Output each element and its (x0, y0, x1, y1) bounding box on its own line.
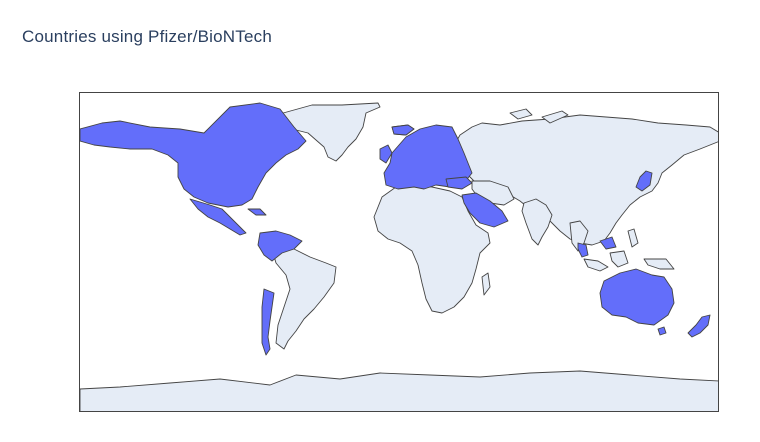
madagascar[interactable] (481, 272, 491, 296)
southeast-asia[interactable] (569, 220, 589, 252)
chart-title: Countries using Pfizer/BioNTech (22, 27, 272, 46)
country-caribbean[interactable] (247, 208, 267, 216)
country-colombia-venezuela[interactable] (257, 230, 303, 262)
country-tasmania[interactable] (657, 326, 667, 336)
country-malaysia[interactable] (577, 242, 589, 258)
philippines[interactable] (627, 228, 639, 248)
africa[interactable] (373, 184, 491, 314)
country-japan[interactable] (635, 170, 653, 192)
indonesia[interactable] (583, 258, 609, 272)
borneo-sulawesi[interactable] (609, 250, 629, 268)
country-peru-chile[interactable] (261, 288, 275, 356)
south-america[interactable] (271, 248, 337, 350)
country-australia[interactable] (599, 268, 675, 326)
selected-countries (80, 102, 711, 356)
country-turkey[interactable] (445, 176, 473, 190)
country-malaysia-borneo[interactable] (599, 236, 617, 250)
country-iceland[interactable] (391, 124, 415, 136)
country-north-america[interactable] (80, 102, 307, 208)
svalbard[interactable] (509, 108, 533, 120)
papua[interactable] (643, 258, 675, 270)
country-mexico[interactable] (189, 198, 247, 236)
country-new-zealand[interactable] (687, 314, 711, 338)
novaya-zemlya[interactable] (541, 110, 569, 124)
antarctica[interactable] (80, 370, 719, 412)
greenland[interactable] (275, 102, 381, 162)
world-map[interactable] (79, 92, 719, 412)
map-svg (80, 102, 719, 412)
india[interactable] (521, 198, 553, 246)
country-uk[interactable] (379, 144, 393, 164)
country-saudi-arabia[interactable] (461, 192, 509, 228)
